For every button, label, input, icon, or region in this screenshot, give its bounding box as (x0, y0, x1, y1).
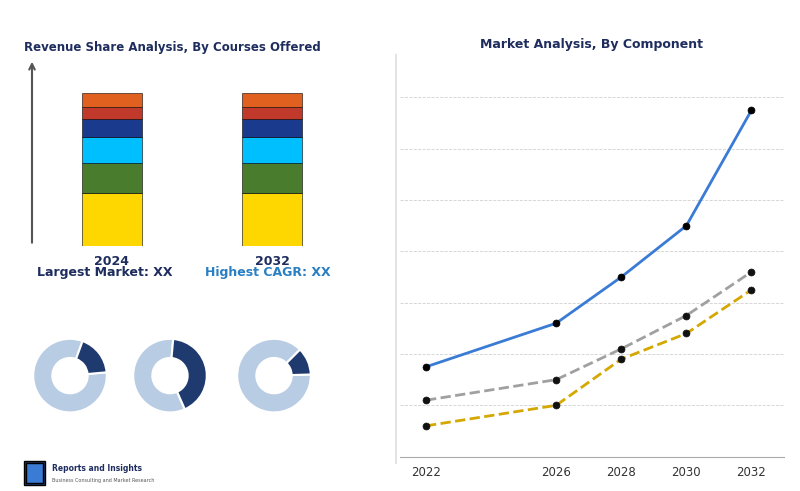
Wedge shape (34, 339, 106, 412)
Text: Business Consulting and Market Research: Business Consulting and Market Research (52, 478, 154, 483)
Bar (242, 193, 302, 246)
Title: Market Analysis, By Component: Market Analysis, By Component (481, 38, 703, 51)
Bar (242, 119, 302, 137)
Text: Highest CAGR: XX: Highest CAGR: XX (206, 267, 331, 279)
Wedge shape (134, 339, 185, 412)
FancyBboxPatch shape (24, 461, 45, 485)
Bar (242, 137, 302, 164)
Bar (242, 92, 302, 108)
Wedge shape (286, 350, 310, 375)
Bar (82, 164, 142, 193)
Text: Revenue Share Analysis, By Courses Offered: Revenue Share Analysis, By Courses Offer… (24, 41, 321, 54)
Wedge shape (76, 341, 106, 374)
Bar (242, 108, 302, 119)
Text: Largest Market: XX: Largest Market: XX (38, 267, 173, 279)
Bar (82, 108, 142, 119)
Bar (242, 164, 302, 193)
Bar (82, 92, 142, 108)
Bar (82, 119, 142, 137)
Text: Reports and Insights: Reports and Insights (52, 464, 142, 473)
Text: GLOBAL HIGHER EDUCATION MARKET SEGMENT ANALYSIS: GLOBAL HIGHER EDUCATION MARKET SEGMENT A… (12, 18, 490, 33)
Bar (82, 193, 142, 246)
Bar (82, 137, 142, 164)
FancyBboxPatch shape (26, 464, 43, 483)
Wedge shape (171, 339, 206, 409)
Wedge shape (238, 339, 310, 412)
